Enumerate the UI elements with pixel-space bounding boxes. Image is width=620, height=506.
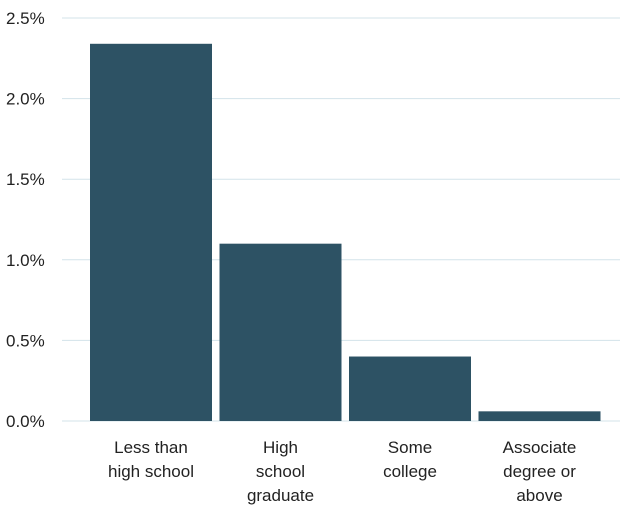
bars xyxy=(90,43,601,422)
x-category-label-line: college xyxy=(383,462,437,481)
bar xyxy=(219,243,342,421)
y-tick-label: 2.5% xyxy=(6,9,45,28)
x-axis-labels: Less than high school High school graduate So… xyxy=(108,438,576,505)
x-category-label: Some college xyxy=(383,438,437,481)
y-tick-label: 1.0% xyxy=(6,251,45,270)
y-tick-label: 0.0% xyxy=(6,412,45,431)
y-axis-ticks: 0.0% 0.5% 1.0% 1.5% 2.0% 2.5% xyxy=(6,9,45,431)
y-tick-label: 0.5% xyxy=(6,331,45,350)
x-category-label-line: degree or xyxy=(503,462,576,481)
x-category-label-line: Associate xyxy=(503,438,577,457)
x-category-label-line: school xyxy=(256,462,305,481)
x-category-label-line: above xyxy=(516,486,562,505)
x-category-label: Less than high school xyxy=(108,438,194,481)
x-category-label: Associate degree or above xyxy=(503,438,577,505)
x-category-label-line: graduate xyxy=(247,486,314,505)
x-category-label-line: Some xyxy=(388,438,432,457)
bar xyxy=(349,356,471,421)
y-tick-label: 1.5% xyxy=(6,170,45,189)
y-tick-label: 2.0% xyxy=(6,90,45,109)
x-category-label-line: Less than xyxy=(114,438,188,457)
bar xyxy=(478,411,601,421)
x-category-label: High school graduate xyxy=(247,438,314,505)
bar xyxy=(90,43,212,422)
x-category-label-line: High xyxy=(263,438,298,457)
x-category-label-line: high school xyxy=(108,462,194,481)
